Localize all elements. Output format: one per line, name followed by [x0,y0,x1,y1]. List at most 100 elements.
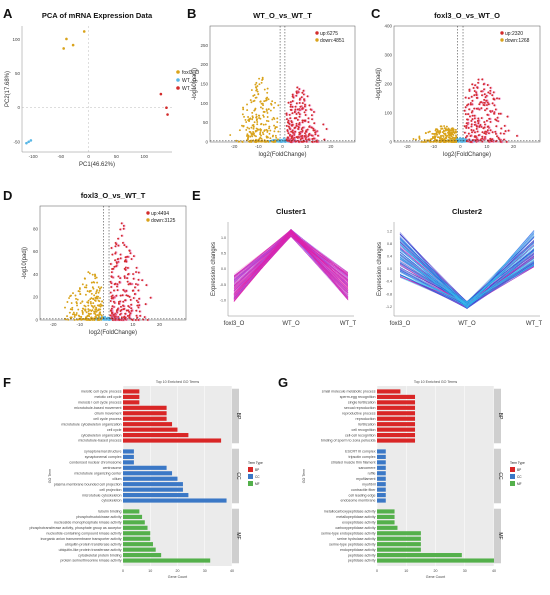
bar [123,482,183,487]
data-point-up [130,303,133,306]
data-point-up [300,140,303,143]
data-point-down [272,106,275,109]
x-tick-label: 10 [130,322,136,327]
data-point-down [90,292,93,295]
data-point-up [470,119,473,122]
data-point-up [120,222,123,225]
data-point-up [110,275,113,278]
facet-strip [232,388,239,444]
bar [123,427,178,432]
x-tick-label: -10 [255,144,262,149]
data-point-down [259,131,262,134]
bar [123,416,167,421]
data-point-down [97,317,100,320]
data-point-up [296,86,299,89]
data-point-down [455,134,457,137]
data-point-down [91,286,94,289]
data-point-up [481,94,483,97]
data-point-down [98,315,100,318]
bar [377,389,401,394]
data-point-up [478,103,481,106]
data-point-up [125,309,128,312]
data-point-up [303,105,306,108]
term-label: tubulin binding [98,510,121,514]
data-point-up [126,277,129,280]
data-point-down [97,299,100,302]
y-tick-label: 200 [200,62,208,67]
data-point-down [250,101,253,104]
data-point [25,141,28,145]
data-point-up [478,125,481,128]
legend-marker [500,38,504,42]
y-tick-label: 50 [203,120,209,125]
x-tick-label: 10 [484,144,490,149]
y-tick-label: 60 [33,249,39,254]
data-point-down [256,123,259,126]
data-point-up [503,124,506,127]
legend-label: up:2320 [505,31,523,37]
data-point-down [89,302,92,305]
data-point-down [440,125,443,128]
data-point-ns [282,137,285,140]
data-point-down [276,117,279,120]
data-point-up [127,272,130,275]
bar [123,433,189,438]
legend-label: WT_T [182,86,196,92]
data-point-up [123,276,126,279]
term-label: tripsotin complex [349,455,376,459]
x-tick-label: 0 [122,569,124,573]
data-point-down [423,138,426,141]
data-point-up [480,101,483,104]
data-point-up [489,129,492,132]
data-point-down [87,299,90,302]
data-point-down [445,128,447,131]
data-point-down [263,129,266,132]
data-point-down [256,90,259,93]
data-point-up [138,297,141,300]
term-label: serine-type peptidase activity [329,542,376,546]
data-point-up [298,101,301,104]
y-tick-label: 0 [389,140,392,145]
y-tick-label: 0.5 [221,252,226,256]
data-point-up [470,141,473,143]
data-point-up [299,132,302,135]
legend-label: BP [517,468,521,472]
bar [377,536,421,541]
data-point-down [95,306,98,309]
data-point-down [248,127,251,130]
data-point-up [301,119,304,122]
data-point-up [289,103,292,106]
data-point-up [485,104,488,106]
data-point-down [256,121,259,123]
data-point-up [303,111,306,114]
data-point-up [493,98,496,101]
data-point-up [109,280,112,283]
data-point-up [308,125,311,128]
y-tick-label: -1.2 [386,305,392,309]
data-point-down [267,120,270,123]
data-point-up [146,318,149,321]
data-point-up [314,131,317,134]
data-point-down [267,140,269,143]
data-point-up [491,102,494,105]
data-point-down [273,118,276,120]
data-point-up [298,113,301,116]
data-point-up [109,314,112,317]
data-point-down [261,76,264,79]
data-point-down [95,308,98,311]
data-point-up [122,304,124,307]
data-point-up [126,266,129,269]
y-tick-label: 20 [33,295,39,300]
data-point-up [491,131,494,134]
data-point-up [113,265,116,268]
data-point-up [109,291,112,294]
x-tick-label: 20 [511,144,517,149]
data-point-up [114,252,117,255]
data-point-up [295,140,297,143]
data-point-up [483,132,486,135]
data-point-up [481,135,484,138]
data-point-down [258,83,261,86]
data-point-ns [106,316,109,319]
chart-title: foxl3_O_vs_WT_O [434,11,500,20]
data-point-up [502,132,505,135]
